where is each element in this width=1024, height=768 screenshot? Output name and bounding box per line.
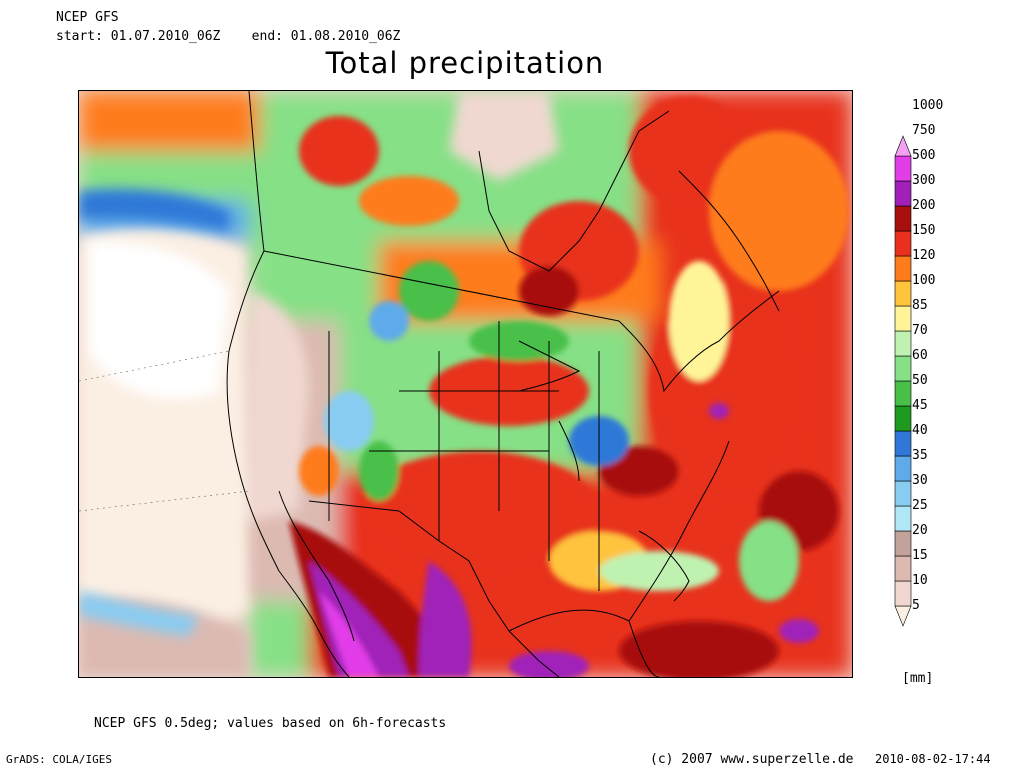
- precipitation-colorbar: [894, 135, 912, 627]
- colorbar-segment: [894, 430, 912, 457]
- copyright: (c) 2007 www.superzelle.de: [650, 752, 854, 767]
- latitude-guides: [79, 350, 250, 512]
- dry-regions: [79, 91, 559, 677]
- colorbar-segment: [894, 380, 912, 407]
- colorbar-segment: [894, 155, 912, 182]
- colorbar-level-label: 500: [912, 148, 936, 163]
- unit-label: [mm]: [902, 671, 934, 686]
- colorbar-segment: [894, 135, 912, 157]
- colorbar-segment: [894, 405, 912, 432]
- software-credit: GrADS: COLA/IGES: [6, 753, 112, 766]
- model-name: NCEP GFS: [56, 10, 119, 25]
- colorbar-segment: [894, 330, 912, 357]
- colorbar-segment: [894, 580, 912, 607]
- precipitation-map: [78, 90, 853, 678]
- map-title: Total precipitation: [325, 46, 605, 80]
- colorbar-level-label: 150: [912, 223, 936, 238]
- colorbar-level-label: 120: [912, 248, 936, 263]
- colorbar-segment: [894, 205, 912, 232]
- colorbar-level-label: 70: [912, 323, 928, 338]
- colorbar-level-label: 5: [912, 598, 920, 613]
- colorbar-segment: [894, 230, 912, 257]
- colorbar-level-label: 200: [912, 198, 936, 213]
- colorbar-level-label: 45: [912, 398, 928, 413]
- colorbar-segment: [894, 455, 912, 482]
- colorbar-level-label: 300: [912, 173, 936, 188]
- footnote: NCEP GFS 0.5deg; values based on 6h-fore…: [94, 716, 447, 731]
- colorbar-level-label: 15: [912, 548, 928, 563]
- colorbar-segment: [894, 180, 912, 207]
- colorbar-level-label: 85: [912, 298, 928, 313]
- colorbar-level-label: 20: [912, 523, 928, 538]
- colorbar-segment: [894, 280, 912, 307]
- colorbar-level-label: 40: [912, 423, 928, 438]
- forecast-period: start: 01.07.2010_06Z end: 01.08.2010_06…: [56, 29, 401, 44]
- southwest-monsoon-core: [289, 403, 819, 677]
- timestamp: 2010-08-02-17:44: [875, 752, 991, 766]
- colorbar-segment: [894, 305, 912, 332]
- pacific-storm-track: [79, 189, 229, 636]
- colorbar-level-label: 30: [912, 473, 928, 488]
- colorbar-level-label: 35: [912, 448, 928, 463]
- colorbar-segment: [894, 505, 912, 532]
- colorbar-segment: [894, 605, 912, 627]
- colorbar-level-label: 60: [912, 348, 928, 363]
- colorbar-segment: [894, 530, 912, 557]
- colorbar-level-label: 25: [912, 498, 928, 513]
- colorbar-segment: [894, 555, 912, 582]
- colorbar-level-label: 10: [912, 573, 928, 588]
- colorbar-level-label: 750: [912, 123, 936, 138]
- colorbar-segment: [894, 355, 912, 382]
- coastlines-and-borders: [226, 91, 780, 677]
- colorbar-segment: [894, 255, 912, 282]
- colorbar-level-label: 50: [912, 373, 928, 388]
- colorbar-segment: [894, 480, 912, 507]
- colorbar-level-label: 1000: [912, 98, 944, 113]
- colorbar-level-label: 100: [912, 273, 936, 288]
